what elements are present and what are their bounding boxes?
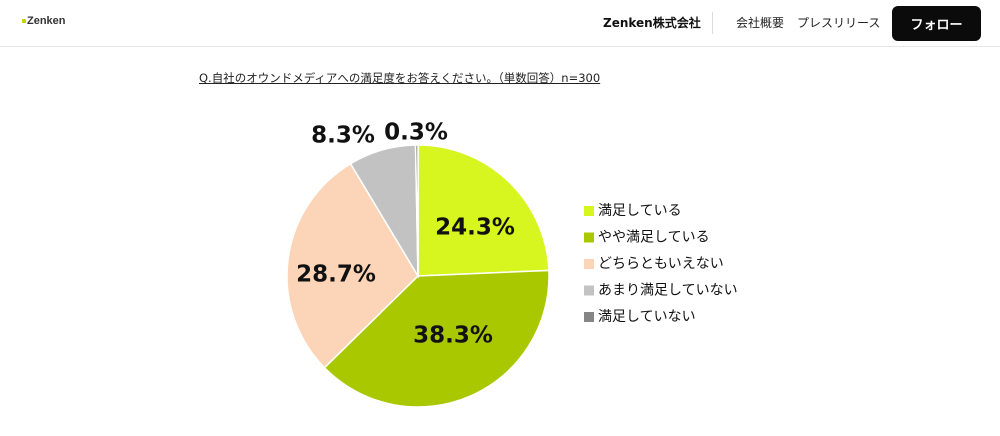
logo-dot-icon — [22, 19, 26, 23]
pie-percent-label-5: 0.3% — [384, 120, 448, 146]
legend-label-2: やや満足している — [598, 230, 710, 246]
nav-divider — [712, 12, 713, 34]
legend-swatch-1 — [584, 206, 594, 216]
logo-text: Zenken — [27, 15, 66, 27]
legend-label-4: あまり満足していない — [598, 283, 738, 299]
follow-button[interactable]: フォロー — [892, 6, 981, 41]
pie-percent-label-4: 8.3% — [311, 123, 375, 149]
zenken-logo[interactable]: Zenken — [22, 15, 66, 27]
legend-swatch-2 — [584, 232, 594, 243]
pie-percent-label-3: 28.7% — [296, 262, 376, 288]
legend-label-3: どちらともいえない — [598, 256, 724, 272]
chart-question-title: Q.自社のオウンドメディアへの満足度をお答えください。（単数回答）n=300 — [199, 71, 601, 85]
pie-slice-1 — [417, 144, 550, 277]
pie-percent-label-1: 24.3% — [435, 215, 515, 241]
legend-label-5: 満足していない — [598, 309, 696, 325]
pie-slice-2 — [323, 269, 550, 408]
top-navigation-bar: Zenken Zenken株式会社 会社概要 プレスリリース フォロー — [0, 0, 1000, 47]
pie-percent-label-2: 38.3% — [413, 323, 493, 349]
legend-swatch-4 — [584, 285, 594, 296]
pie-slice-3 — [286, 162, 419, 369]
legend-swatch-5 — [584, 312, 594, 322]
nav-link-company-overview[interactable]: 会社概要 — [736, 16, 785, 30]
legend-swatch-3 — [584, 259, 594, 269]
pie-slice-5 — [414, 144, 419, 277]
nav-link-press-release[interactable]: プレスリリース — [797, 16, 881, 30]
company-name-link[interactable]: Zenken株式会社 — [603, 16, 701, 30]
legend-label-1: 満足している — [598, 203, 682, 219]
